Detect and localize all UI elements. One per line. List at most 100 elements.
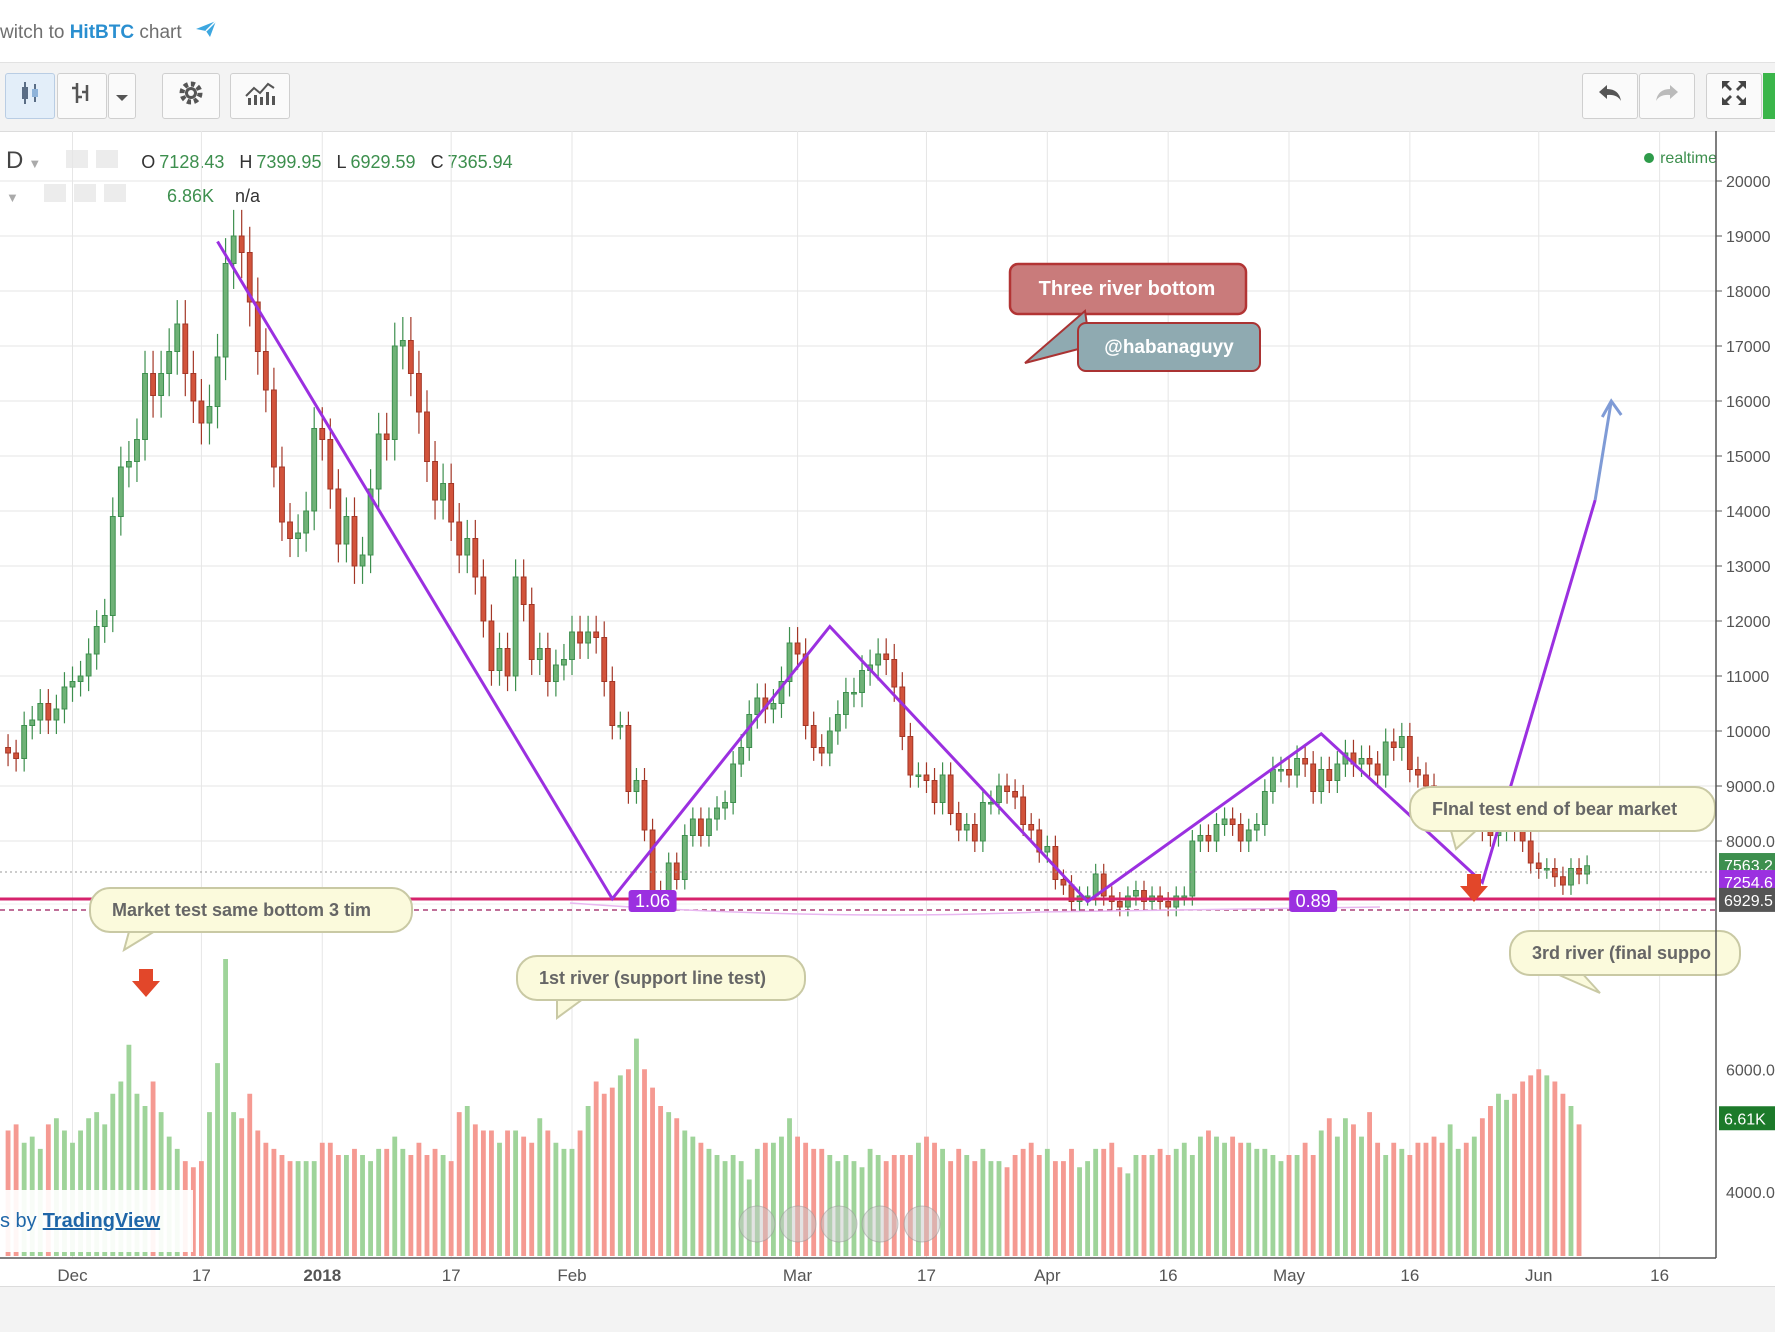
candle-body <box>1398 736 1405 748</box>
volume-bar <box>811 1148 817 1256</box>
bird-icon <box>195 20 217 44</box>
volume-bar <box>625 1069 631 1256</box>
fullscreen-icon <box>1719 78 1749 114</box>
candle-body <box>190 373 197 402</box>
candles-style-button[interactable] <box>5 73 55 119</box>
settings-small-icon[interactable] <box>96 150 119 168</box>
volume-bar <box>1165 1155 1171 1256</box>
time-tick-label: Dec <box>57 1266 88 1285</box>
annotation-first-river-box <box>516 955 806 1001</box>
volume-bar <box>142 1106 148 1256</box>
bar-style-button[interactable] <box>57 73 107 119</box>
volume-bar <box>223 959 228 1256</box>
candle-body <box>617 725 624 728</box>
volume-bar <box>1302 1142 1308 1256</box>
volume-bar <box>1544 1075 1550 1256</box>
volume-bar <box>287 1161 293 1256</box>
candle-body <box>456 521 463 556</box>
volume-bar <box>255 1130 261 1256</box>
candle-body <box>1568 868 1574 886</box>
candle-body <box>21 725 28 759</box>
time-tick-label: 16 <box>1400 1266 1419 1285</box>
interval-label[interactable]: D <box>6 147 24 174</box>
candle-body <box>375 433 382 490</box>
projection-arrow <box>1593 400 1613 501</box>
price-tick-label: 17000 <box>1726 339 1771 356</box>
candle-body <box>1366 758 1373 765</box>
candle-body <box>109 516 116 616</box>
volume-bar <box>545 1130 551 1256</box>
candlestick-icon <box>19 80 41 112</box>
volume-bar <box>1439 1142 1445 1256</box>
undo-button[interactable] <box>1582 73 1638 119</box>
volume-bar <box>779 1136 784 1256</box>
candle-body <box>182 323 189 374</box>
chart-type-dropdown[interactable] <box>108 73 136 119</box>
annotation-third-river: 3rd river (final suppo <box>1509 930 1741 994</box>
volume-bar <box>231 1112 237 1256</box>
volume-bar <box>1230 1136 1236 1256</box>
volume-bar <box>118 1081 124 1256</box>
time-tick-label: 16 <box>1159 1266 1178 1285</box>
candle-body <box>1189 840 1196 897</box>
scroll-control-4 <box>903 1205 941 1243</box>
volume-bar <box>1197 1136 1203 1256</box>
bars-icon <box>70 80 94 112</box>
price-chart[interactable]: 1.06 0.89 Three river bottom @habanaguyy Ma… <box>0 131 1775 1291</box>
volume-bar <box>247 1093 253 1256</box>
indicators-button[interactable] <box>230 73 290 119</box>
volume-bar <box>1101 1148 1107 1256</box>
redo-button[interactable] <box>1639 73 1695 119</box>
volume-dropdown-icon[interactable]: ▼ <box>6 190 19 205</box>
candle-body <box>689 818 696 836</box>
volume-bar <box>956 1148 962 1256</box>
candle-body <box>117 466 124 517</box>
volume-bar <box>456 1112 462 1256</box>
eye-icon[interactable] <box>66 150 89 168</box>
fullscreen-button[interactable] <box>1706 73 1762 119</box>
candle-body <box>923 774 930 781</box>
volume-settings-icon[interactable] <box>73 184 96 202</box>
low-price-badge-text: 6929.5 <box>1724 893 1773 910</box>
candle-body <box>488 620 495 671</box>
candle-body <box>1302 758 1309 765</box>
candle-body <box>786 642 793 682</box>
ratio-text: 0.89 <box>1296 891 1331 911</box>
candle-body <box>77 675 84 682</box>
tradingview-link[interactable]: TradingView <box>42 1209 161 1232</box>
candle-body <box>1390 741 1397 748</box>
candle-body <box>319 428 326 440</box>
gear-icon <box>177 79 205 113</box>
candle-body <box>1116 901 1123 908</box>
volume-bar <box>432 1148 438 1256</box>
volume-bar <box>1431 1136 1437 1256</box>
volume-eye-icon[interactable] <box>43 184 66 202</box>
volume-bar <box>585 1106 591 1256</box>
volume-bar <box>754 1148 760 1256</box>
undo-icon <box>1597 83 1623 109</box>
candle-body <box>569 631 575 660</box>
volume-bar <box>1214 1136 1219 1256</box>
volume-bar <box>480 1130 486 1256</box>
candle-body <box>899 686 906 737</box>
annotation-first-river-text: 1st river (support line test) <box>539 968 766 988</box>
volume-bar <box>360 1155 365 1256</box>
candle-body <box>279 466 285 523</box>
interval-dropdown-icon[interactable]: ▼ <box>28 156 42 171</box>
volume-bar <box>1367 1112 1372 1256</box>
settings-button[interactable] <box>162 73 220 119</box>
switch-chart-link[interactable]: witch to HitBTC chart <box>0 20 217 44</box>
volume-bar <box>408 1155 414 1256</box>
volume-bar <box>416 1142 422 1256</box>
volume-bar <box>207 1112 212 1256</box>
time-tick-label: Feb <box>557 1266 586 1285</box>
candle-body <box>1060 879 1067 886</box>
volume-bar <box>762 1142 768 1256</box>
annotation-three-river: Three river bottom <box>1008 262 1248 316</box>
volume-bar <box>875 1155 881 1256</box>
candle-body <box>770 703 777 710</box>
candle-body <box>238 235 245 253</box>
open-value: 7128.43 <box>159 152 225 172</box>
volume-close-icon[interactable] <box>103 184 126 202</box>
price-tick-label: 20000 <box>1726 174 1771 191</box>
